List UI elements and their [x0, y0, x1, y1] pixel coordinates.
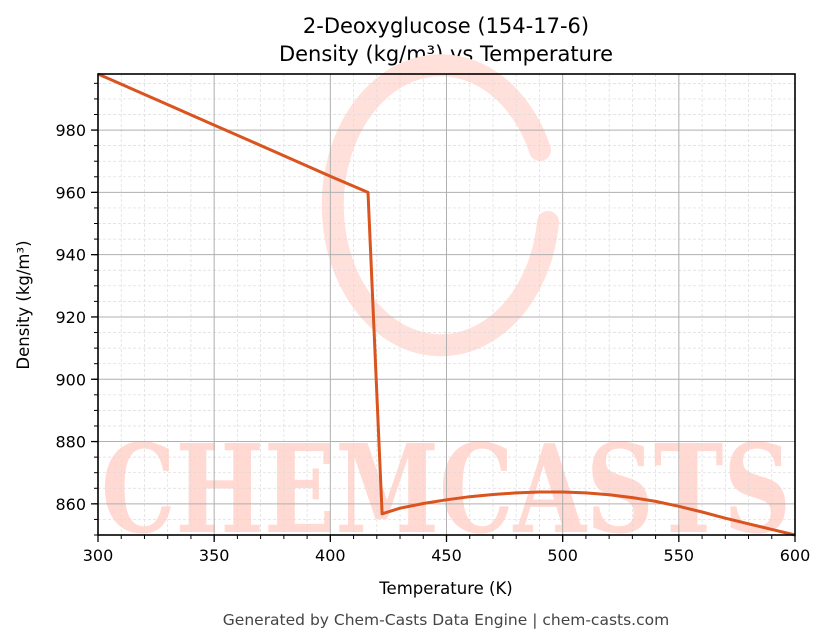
- x-tick-label: 300: [83, 546, 114, 565]
- y-tick-label: 920: [55, 308, 86, 327]
- y-tick-label: 980: [55, 121, 86, 140]
- y-tick-label: 900: [55, 370, 86, 389]
- x-tick-label: 500: [547, 546, 578, 565]
- chart-title: 2-Deoxyglucose (154-17-6): [303, 14, 589, 38]
- major-grid: [97, 74, 796, 535]
- x-axis-tick-labels: 300 350 400 450 500 550 600: [83, 546, 811, 565]
- y-axis-label: Density (kg/m³): [14, 240, 33, 369]
- x-tick-label: 600: [780, 546, 811, 565]
- x-axis-label: Temperature (K): [378, 579, 512, 598]
- y-tick-label: 860: [55, 495, 86, 514]
- x-tick-label: 400: [315, 546, 346, 565]
- y-tick-label: 940: [55, 246, 86, 265]
- x-tick-label: 550: [664, 546, 695, 565]
- x-tick-label: 350: [199, 546, 230, 565]
- y-axis-tick-labels: 860 880 900 920 940 960 980: [55, 121, 86, 514]
- axis-ticks: [91, 82, 796, 542]
- footer-credit: Generated by Chem-Casts Data Engine | ch…: [223, 611, 669, 629]
- y-tick-label: 880: [55, 433, 86, 452]
- y-tick-label: 960: [55, 183, 86, 202]
- series-layer: [97, 72, 796, 537]
- watermark-logo-icon: [321, 54, 559, 357]
- x-tick-label: 450: [431, 546, 462, 565]
- density-line: [97, 72, 796, 537]
